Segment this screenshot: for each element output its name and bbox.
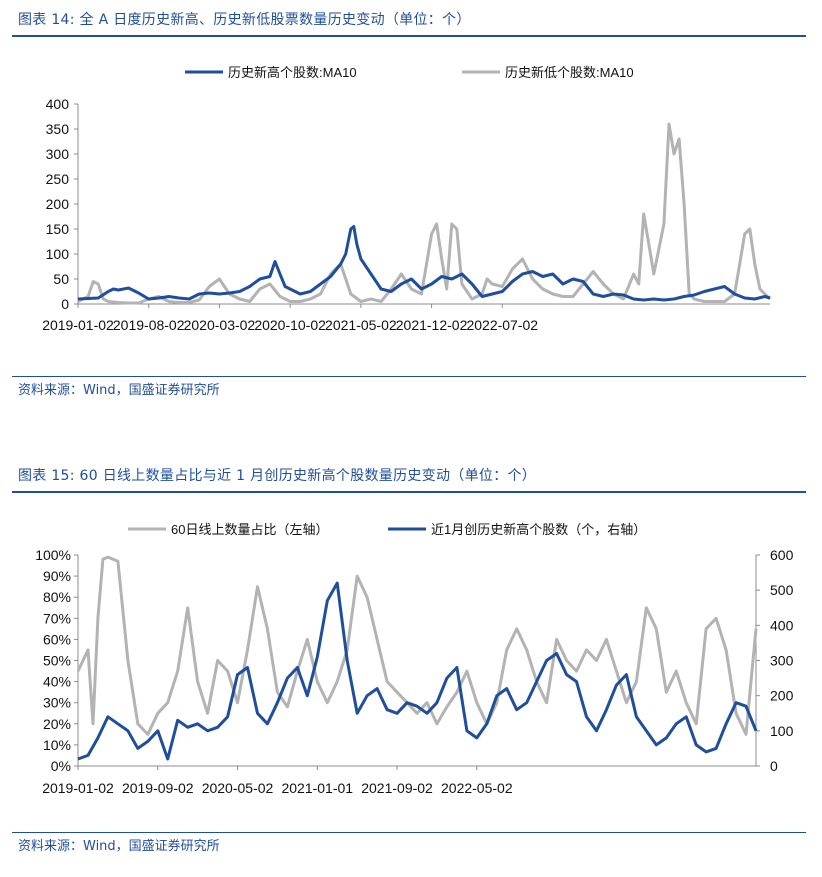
chart-15-axes: 0% 10% 20% 30% 40% 50% 60% 70% 80% 90% 100% 0 100 200… [35,547,793,796]
y-tick-label: 0 [61,296,69,312]
y-right-tick-label: 400 [770,617,794,633]
y-tick-label: 250 [46,171,70,187]
y-left-tick-label: 60% [43,631,71,647]
x-tick-label: 2019-08-02 [113,317,185,333]
y-left-tick-label: 50% [43,653,71,669]
legend-label: 历史新高个股数:MA10 [228,65,357,80]
chart-14-legend: 历史新高个股数:MA10 历史新低个股数:MA10 [185,65,634,80]
legend-label: 60日线上数量占比（左轴） [171,522,328,537]
chart-15-series [76,555,758,761]
series-monthly-new-high-count-line [77,581,758,761]
y-left-tick-label: 30% [43,695,71,711]
y-tick-label: 300 [46,146,70,162]
y-tick-label: 50 [53,271,69,287]
figure-14-top-rule [12,35,806,37]
legend-label: 历史新低个股数:MA10 [505,65,634,80]
figure-15-title: 图表 15: 60 日线上数量占比与近 1 月创历史新高个股数量历史变动（单位：… [18,468,537,484]
chart-15: 60日线上数量占比（左轴） 近1月创历史新高个股数（个，右轴） 0% 10% 20% 3… [35,522,793,796]
y-right-tick-label: 100 [770,723,794,739]
figure-14-title: 图表 14: 全 A 日度历史新高、历史新低股票数量历史变动（单位：个） [18,12,471,28]
chart-15-legend: 60日线上数量占比（左轴） 近1月创历史新高个股数（个，右轴） [128,522,646,537]
x-tick-label: 2019-09-02 [122,780,194,796]
figure-14-source: 资料来源：Wind，国盛证券研究所 [18,383,220,398]
chart-14-series [77,122,772,305]
y-left-tick-label: 20% [43,716,71,732]
y-tick-label: 100 [46,246,70,262]
y-tick-label: 350 [46,121,70,137]
y-right-tick-label: 0 [770,758,778,774]
y-left-tick-label: 70% [43,610,71,626]
figure-14-bottom-rule [12,376,806,377]
x-tick-label: 2019-01-02 [42,317,114,333]
x-tick-label: 2021-12-02 [396,317,468,333]
x-tick-label: 2020-03-02 [184,317,256,333]
x-tick-label: 2021-05-02 [325,317,397,333]
x-tick-label: 2022-05-02 [441,780,513,796]
chart-14-axes: 0 50 100 150 200 250 300 350 400 2019-01-02 2019-0… [42,96,770,333]
y-tick-label: 400 [46,96,70,112]
y-tick-label: 150 [46,221,70,237]
x-tick-label: 2020-05-02 [202,780,274,796]
y-left-tick-label: 80% [43,589,71,605]
y-right-tick-label: 300 [770,653,794,669]
x-tick-label: 2019-01-02 [42,780,114,796]
y-right-tick-label: 200 [770,688,794,704]
series-new-high-line [77,225,771,302]
figure-15-top-rule [12,491,806,493]
x-tick-label: 2020-10-02 [254,317,326,333]
chart-14: 历史新高个股数:MA10 历史新低个股数:MA10 0 50 100 150 200 250… [42,65,772,333]
y-right-tick-label: 500 [770,582,794,598]
figure-15-source: 资料来源：Wind，国盛证券研究所 [18,839,220,854]
y-left-tick-label: 0% [51,758,71,774]
series-new-low-line [77,122,772,305]
x-tick-label: 2021-09-02 [361,780,433,796]
y-right-tick-label: 600 [770,547,794,563]
x-tick-label: 2022-07-02 [466,317,538,333]
y-tick-label: 200 [46,196,70,212]
figure-15-bottom-rule [12,832,806,833]
legend-label: 近1月创历史新高个股数（个，右轴） [431,522,646,537]
y-left-tick-label: 90% [43,568,71,584]
x-tick-label: 2021-01-01 [281,780,353,796]
y-left-tick-label: 10% [43,737,71,753]
y-left-tick-label: 100% [35,547,71,563]
y-left-tick-label: 40% [43,674,71,690]
